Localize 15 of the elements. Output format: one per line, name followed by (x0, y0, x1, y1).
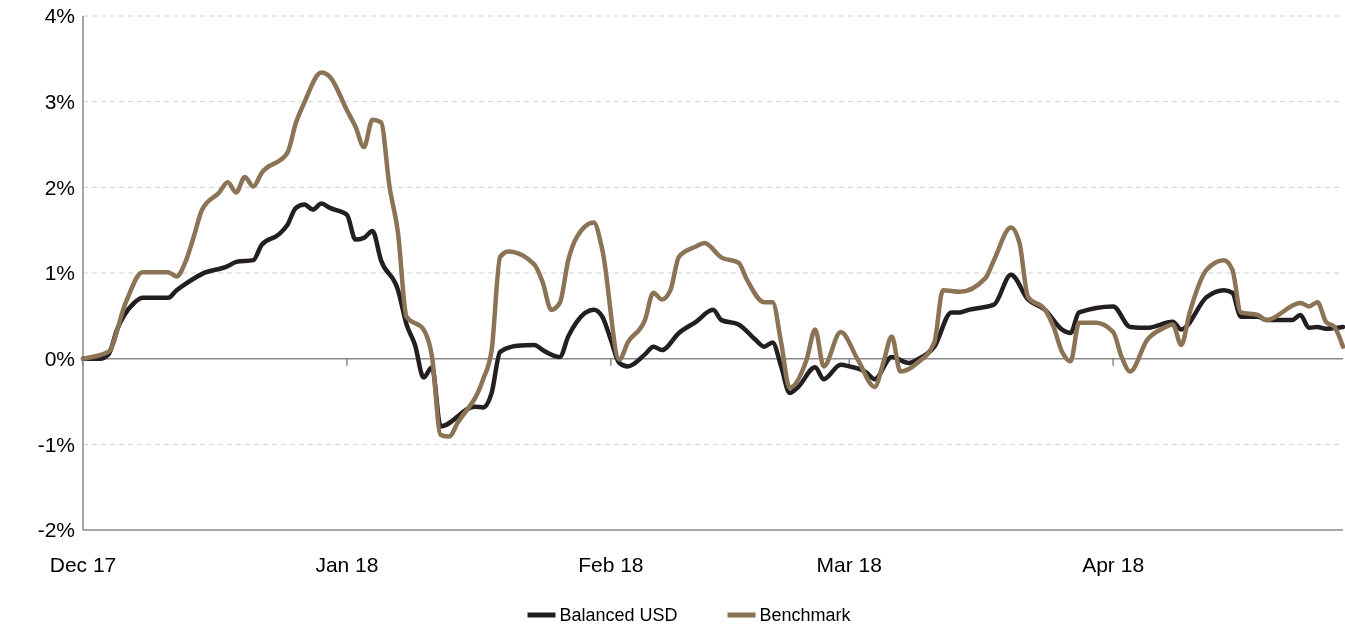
y-tick-label: 2% (44, 175, 75, 199)
x-tick-label: Mar 18 (816, 553, 882, 576)
legend-label: Balanced USD (559, 605, 678, 626)
y-tick-label: 3% (44, 90, 75, 114)
y-tick-label: 1% (44, 261, 75, 285)
line-series (80, 70, 1345, 439)
y-tick-label: -1% (37, 432, 75, 456)
y-tick-label: -2% (37, 518, 75, 542)
x-tick-label: Apr 18 (1082, 553, 1145, 576)
legend-label: Benchmark (759, 605, 852, 626)
y-tick-label: 0% (44, 347, 75, 371)
x-tick-label: Dec 17 (49, 553, 117, 576)
x-tick-label: Jan 18 (315, 553, 379, 576)
y-tick-label: 4% (44, 4, 75, 28)
x-tick-label: Feb 18 (578, 553, 644, 576)
